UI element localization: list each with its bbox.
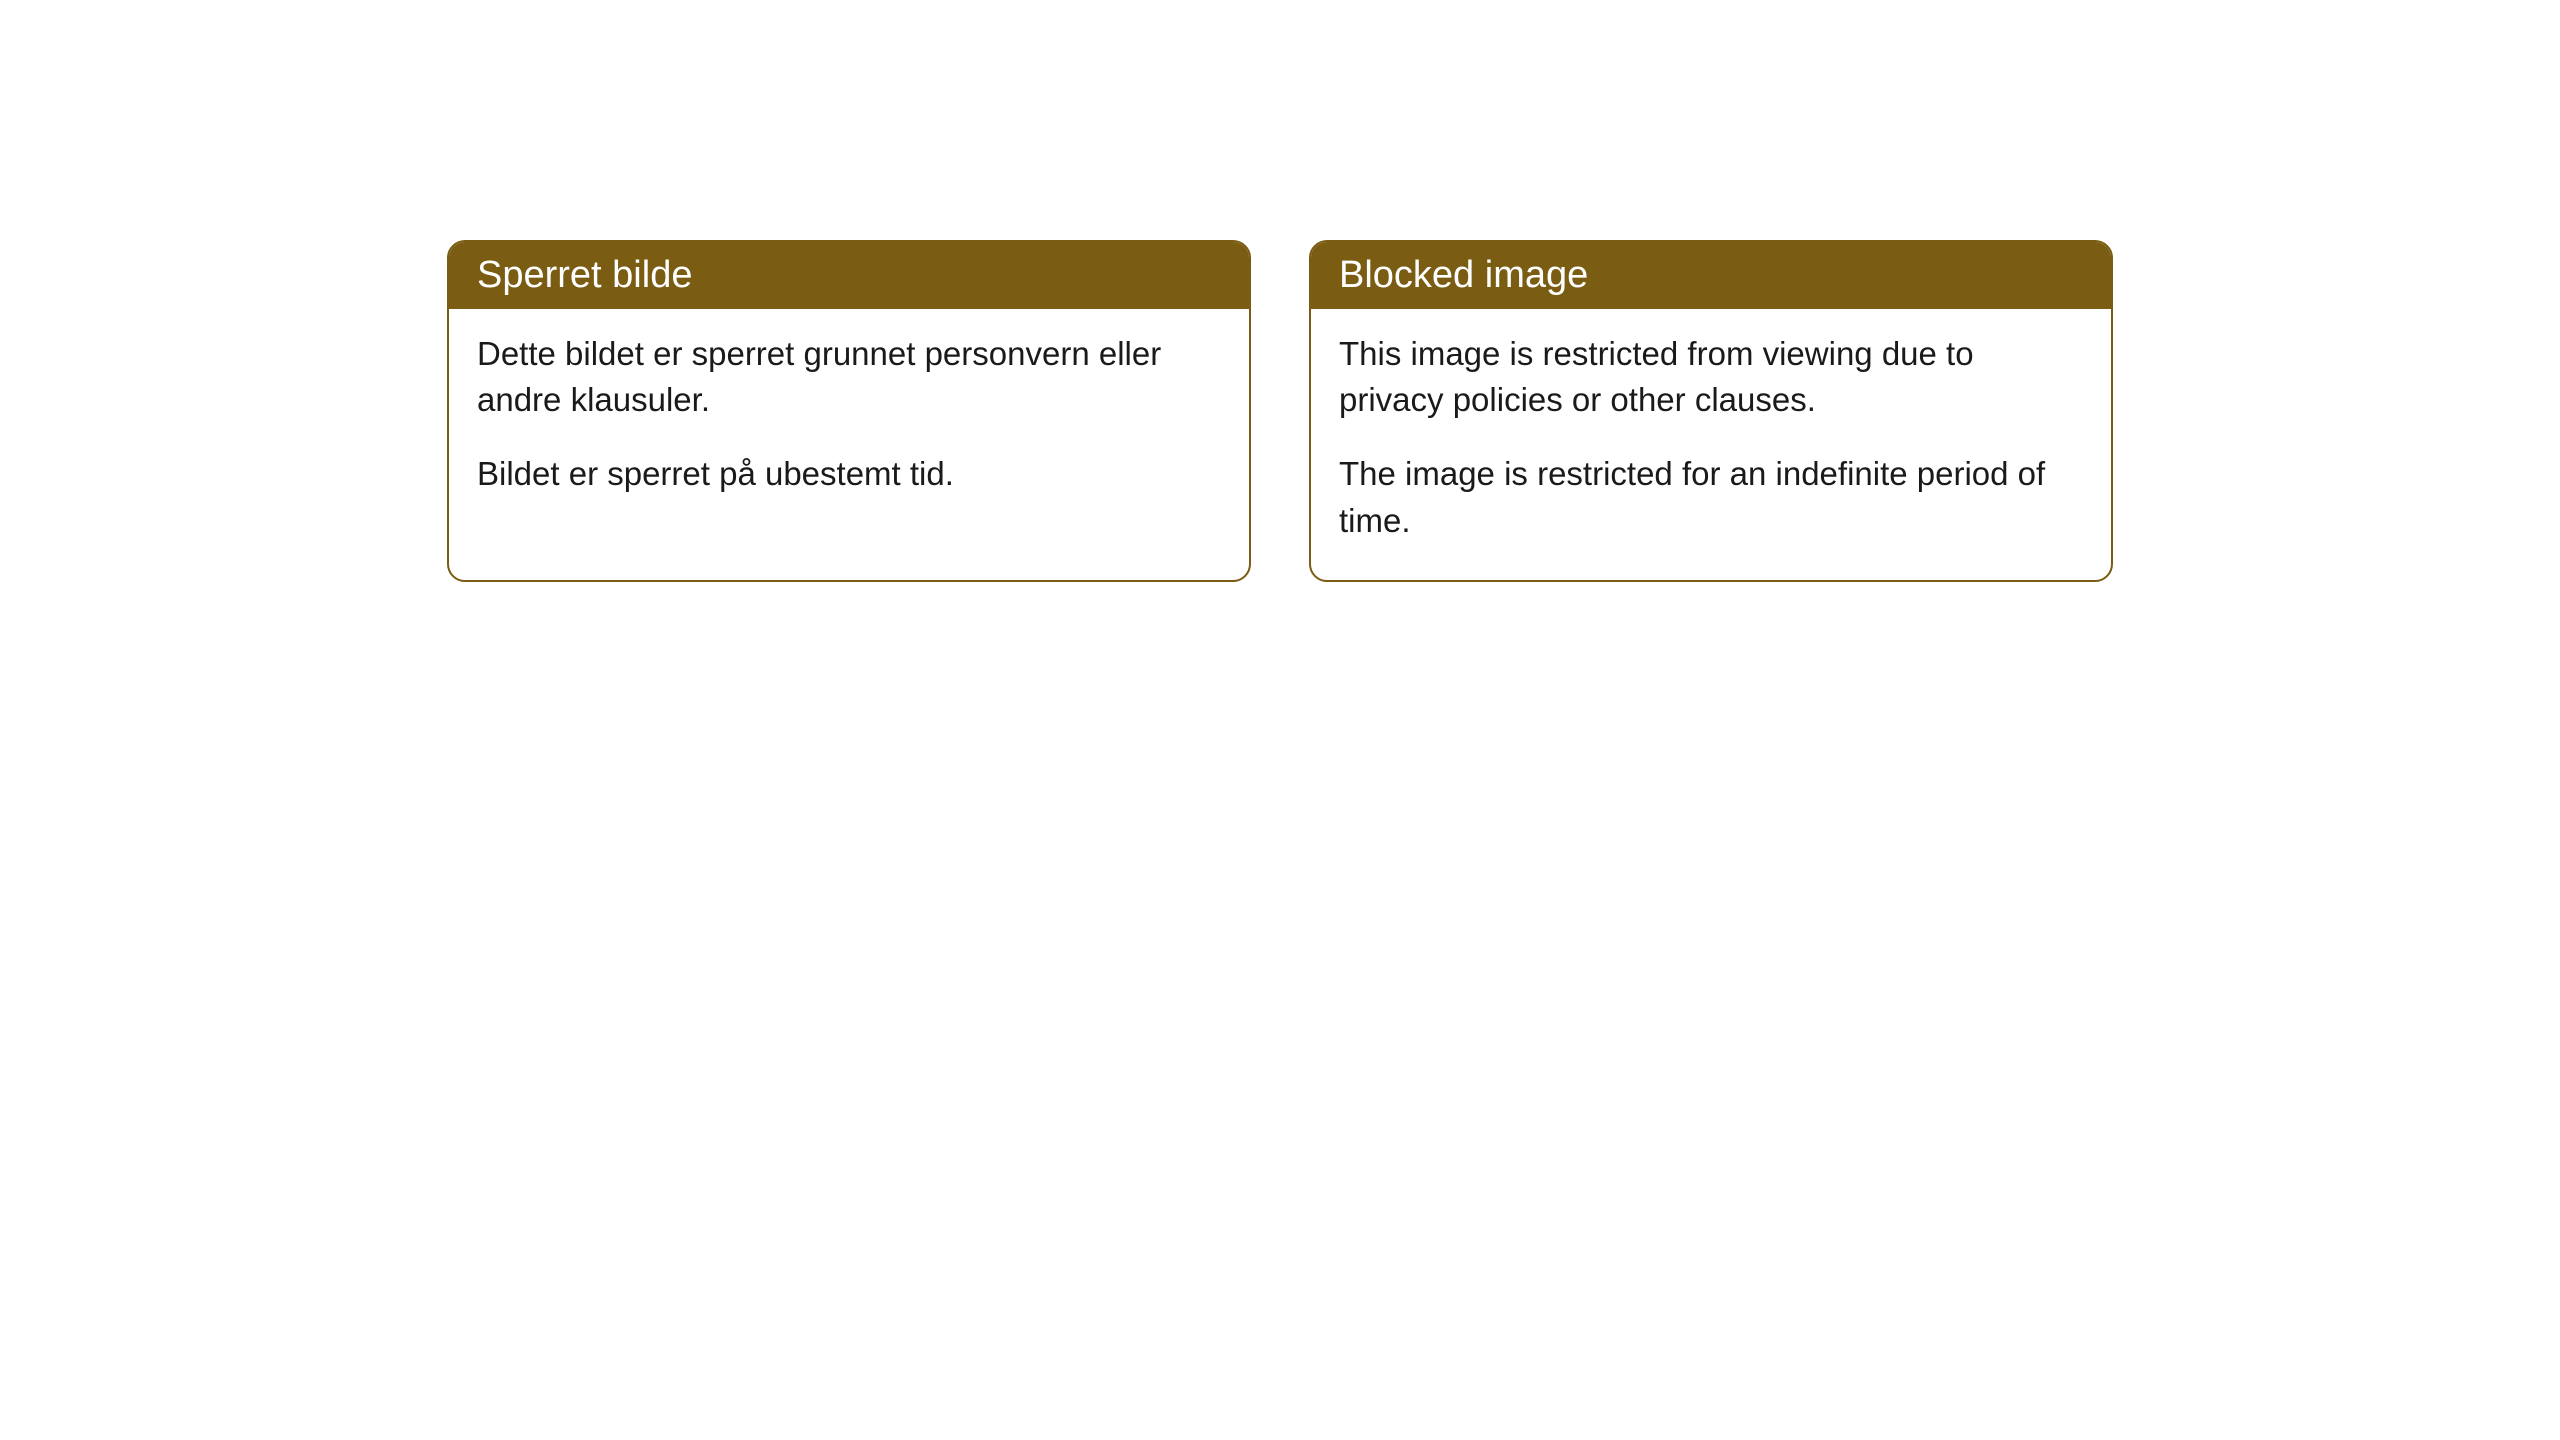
card-paragraph-1: Dette bildet er sperret grunnet personve…	[477, 331, 1221, 423]
card-paragraph-2: Bildet er sperret på ubestemt tid.	[477, 451, 1221, 497]
card-body: This image is restricted from viewing du…	[1311, 309, 2111, 580]
card-body: Dette bildet er sperret grunnet personve…	[449, 309, 1249, 534]
blocked-image-card-english: Blocked image This image is restricted f…	[1309, 240, 2113, 582]
card-paragraph-1: This image is restricted from viewing du…	[1339, 331, 2083, 423]
card-title: Blocked image	[1339, 254, 1588, 296]
card-header: Sperret bilde	[449, 242, 1249, 309]
card-paragraph-2: The image is restricted for an indefinit…	[1339, 451, 2083, 543]
card-header: Blocked image	[1311, 242, 2111, 309]
blocked-image-card-norwegian: Sperret bilde Dette bildet er sperret gr…	[447, 240, 1251, 582]
cards-container: Sperret bilde Dette bildet er sperret gr…	[0, 240, 2560, 582]
card-title: Sperret bilde	[477, 254, 692, 296]
